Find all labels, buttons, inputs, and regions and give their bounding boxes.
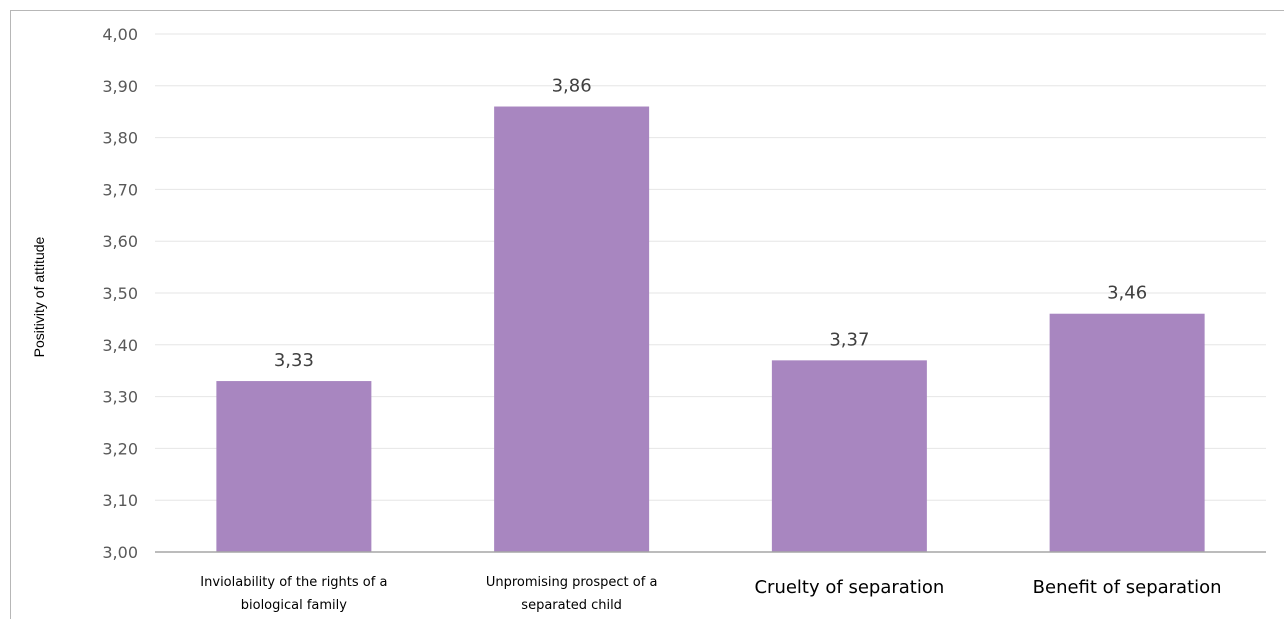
category-label: Inviolability of the rights of a biologic… xyxy=(200,575,387,613)
y-tick-label: 3,90 xyxy=(102,77,138,96)
y-tick-label: 3,60 xyxy=(102,232,138,251)
y-tick-label: 4,00 xyxy=(102,25,138,44)
y-axis-label: Positivity of attitude xyxy=(31,236,47,357)
data-label: 3,46 xyxy=(1107,283,1147,304)
category-label: Benefit of separation xyxy=(1033,577,1222,598)
y-axis-ticks: 3,00 3,10 3,20 3,30 3,40 3,50 3,60 3,70 3,80 3,90… xyxy=(102,25,138,562)
bar xyxy=(772,360,927,552)
data-label: 3,33 xyxy=(274,350,314,371)
y-tick-label: 3,80 xyxy=(102,129,138,148)
data-label: 3,37 xyxy=(829,329,869,350)
y-tick-label: 3,70 xyxy=(102,180,138,199)
bar xyxy=(494,107,649,552)
bar xyxy=(216,381,371,552)
bars xyxy=(216,107,1204,552)
y-tick-label: 3,30 xyxy=(102,388,138,407)
data-label: 3,86 xyxy=(552,76,592,97)
y-tick-label: 3,10 xyxy=(102,491,138,510)
y-tick-label: 3,00 xyxy=(102,543,138,562)
data-labels: 3,33 3,86 3,37 3,46 xyxy=(274,76,1147,372)
bar xyxy=(1050,314,1205,552)
x-axis-categories: Inviolability of the rights of a biologic… xyxy=(200,575,1221,613)
y-tick-label: 3,20 xyxy=(102,439,138,458)
y-tick-label: 3,50 xyxy=(102,284,138,303)
category-label: Cruelty of separation xyxy=(754,577,944,598)
category-label: Unpromising prospect of a separated child xyxy=(486,575,658,613)
y-tick-label: 3,40 xyxy=(102,336,138,355)
